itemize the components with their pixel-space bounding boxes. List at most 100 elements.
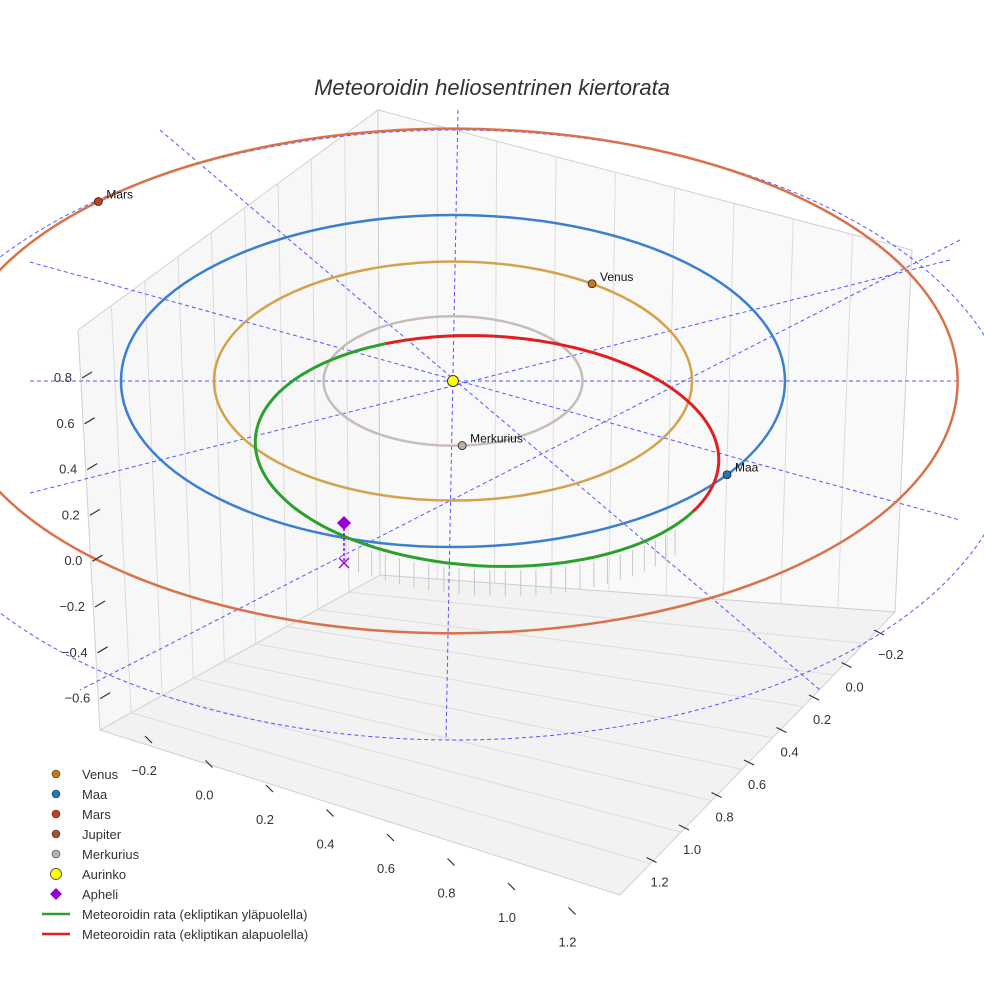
z-tick (89, 508, 101, 516)
label-venus: Venus (600, 270, 633, 284)
x-tick-label: 1.0 (498, 910, 516, 925)
grid-line (344, 134, 350, 593)
grid-line (310, 158, 319, 610)
y-tick (776, 726, 787, 734)
y-tick (646, 856, 657, 864)
legend-label: Merkurius (82, 847, 140, 862)
y-tick-label: 0.2 (813, 712, 831, 727)
grid-line (162, 695, 682, 833)
grid-line (780, 218, 794, 604)
z-tick-label: −0.6 (65, 691, 91, 706)
y-tick (678, 824, 690, 831)
x-tick (386, 833, 395, 842)
grid-line (317, 608, 834, 676)
legend-label: Mars (82, 807, 111, 822)
legend-swatch (50, 888, 62, 900)
grid-line (277, 183, 288, 627)
x-tick (568, 907, 576, 915)
legend-label: Meteoroidin rata (ekliptikan alapuolella… (82, 927, 308, 942)
z-tick (94, 600, 106, 608)
legend: Venus Maa Mars Jupiter Merkurius Aurinko Aphel… (42, 767, 308, 942)
sun-marker (447, 375, 459, 387)
grid-line (210, 232, 225, 662)
x-tick (507, 882, 516, 891)
label-mars: Mars (106, 187, 133, 201)
orbit-maa (119, 213, 787, 549)
z-tick (99, 692, 111, 700)
legend-swatch (51, 809, 61, 819)
z-tick (86, 463, 98, 471)
y-tick (743, 759, 755, 766)
label-merkurius: Merkurius (470, 432, 523, 446)
y-tick-label: 0.6 (748, 777, 766, 792)
legend-label: Apheli (82, 887, 118, 902)
aphelion-ecliptic-mark (338, 557, 350, 569)
legend-label: Venus (82, 767, 119, 782)
legend-label: Meteoroidin rata (ekliptikan yläpuolella… (82, 907, 307, 922)
z-tick (92, 554, 103, 562)
legend-swatch (51, 849, 61, 859)
marker-merkurius (457, 441, 467, 450)
planet-markers: Venus Maa Mars Merkurius (93, 187, 759, 569)
y-tick-label: 1.2 (651, 875, 669, 890)
y-tick-label: 0.4 (781, 745, 799, 760)
grid-line (224, 660, 743, 770)
marker-maa (722, 470, 732, 480)
x-tick (144, 735, 153, 744)
grid-line (551, 156, 557, 588)
z-tick-label: 0.8 (54, 370, 72, 385)
x-tick (447, 858, 455, 866)
orbit-venus (212, 260, 694, 502)
z-tick (97, 646, 108, 654)
legend-swatch (51, 789, 61, 799)
marker-venus (587, 279, 597, 289)
guide-ellipse-outer (0, 129, 984, 741)
y-tick (841, 661, 852, 669)
meteoroid-orbit (253, 334, 721, 597)
planet-orbits (0, 127, 959, 635)
y-tick (808, 694, 820, 701)
y-tick (711, 791, 722, 799)
z-tick-label: 0.4 (59, 462, 77, 477)
meteoroid-path-above (253, 342, 695, 568)
legend-label: Aurinko (82, 867, 126, 882)
x-tick-label: 0.2 (256, 812, 274, 827)
right-wall (377, 109, 913, 613)
z-tick-label: −0.4 (62, 645, 88, 660)
grid-line (110, 305, 132, 713)
grid-line (255, 643, 773, 739)
x-tick-label: 0.8 (437, 886, 455, 901)
legend-swatch (50, 868, 62, 880)
grid-line (722, 203, 735, 600)
grid-line (130, 712, 651, 865)
legend-label: Maa (82, 787, 108, 802)
grid-line (144, 281, 163, 696)
x-tick-label: 0.6 (377, 861, 395, 876)
y-tick-label: 0.8 (716, 810, 734, 825)
z-tick-label: −0.2 (59, 599, 85, 614)
z-tick-label: 0.2 (62, 507, 80, 522)
grid-line (348, 591, 865, 644)
orbit-mars (0, 127, 959, 635)
axis-ticks: 0.8 0.6 0.4 0.2 0.0 −0.2 −0.4 −0.6 −0.2 0.0 0.2 0.4… (54, 370, 904, 950)
aphelion-marker (337, 516, 351, 530)
z-tick (81, 371, 93, 379)
grid-line (286, 626, 804, 707)
grid-line (837, 234, 854, 608)
chart-title: Meteoroidin heliosentrinen kiertorata (314, 75, 670, 100)
label-maa: Maa (735, 461, 759, 475)
guide-diag-2 (79, 239, 961, 691)
meteoroid-path-below (385, 334, 721, 513)
orbit-merkurius (322, 315, 584, 447)
grid-line (244, 207, 257, 644)
legend-swatch (51, 769, 61, 779)
y-tick (873, 629, 885, 636)
z-tick-label: 0.0 (64, 553, 82, 568)
y-tick-label: −0.2 (878, 647, 904, 662)
x-tick-label: 1.2 (558, 935, 576, 950)
marker-mars (93, 197, 103, 206)
x-tick (205, 760, 213, 768)
grid-line (608, 172, 616, 592)
x-tick (265, 784, 274, 793)
y-tick-label: 0.0 (846, 680, 864, 695)
